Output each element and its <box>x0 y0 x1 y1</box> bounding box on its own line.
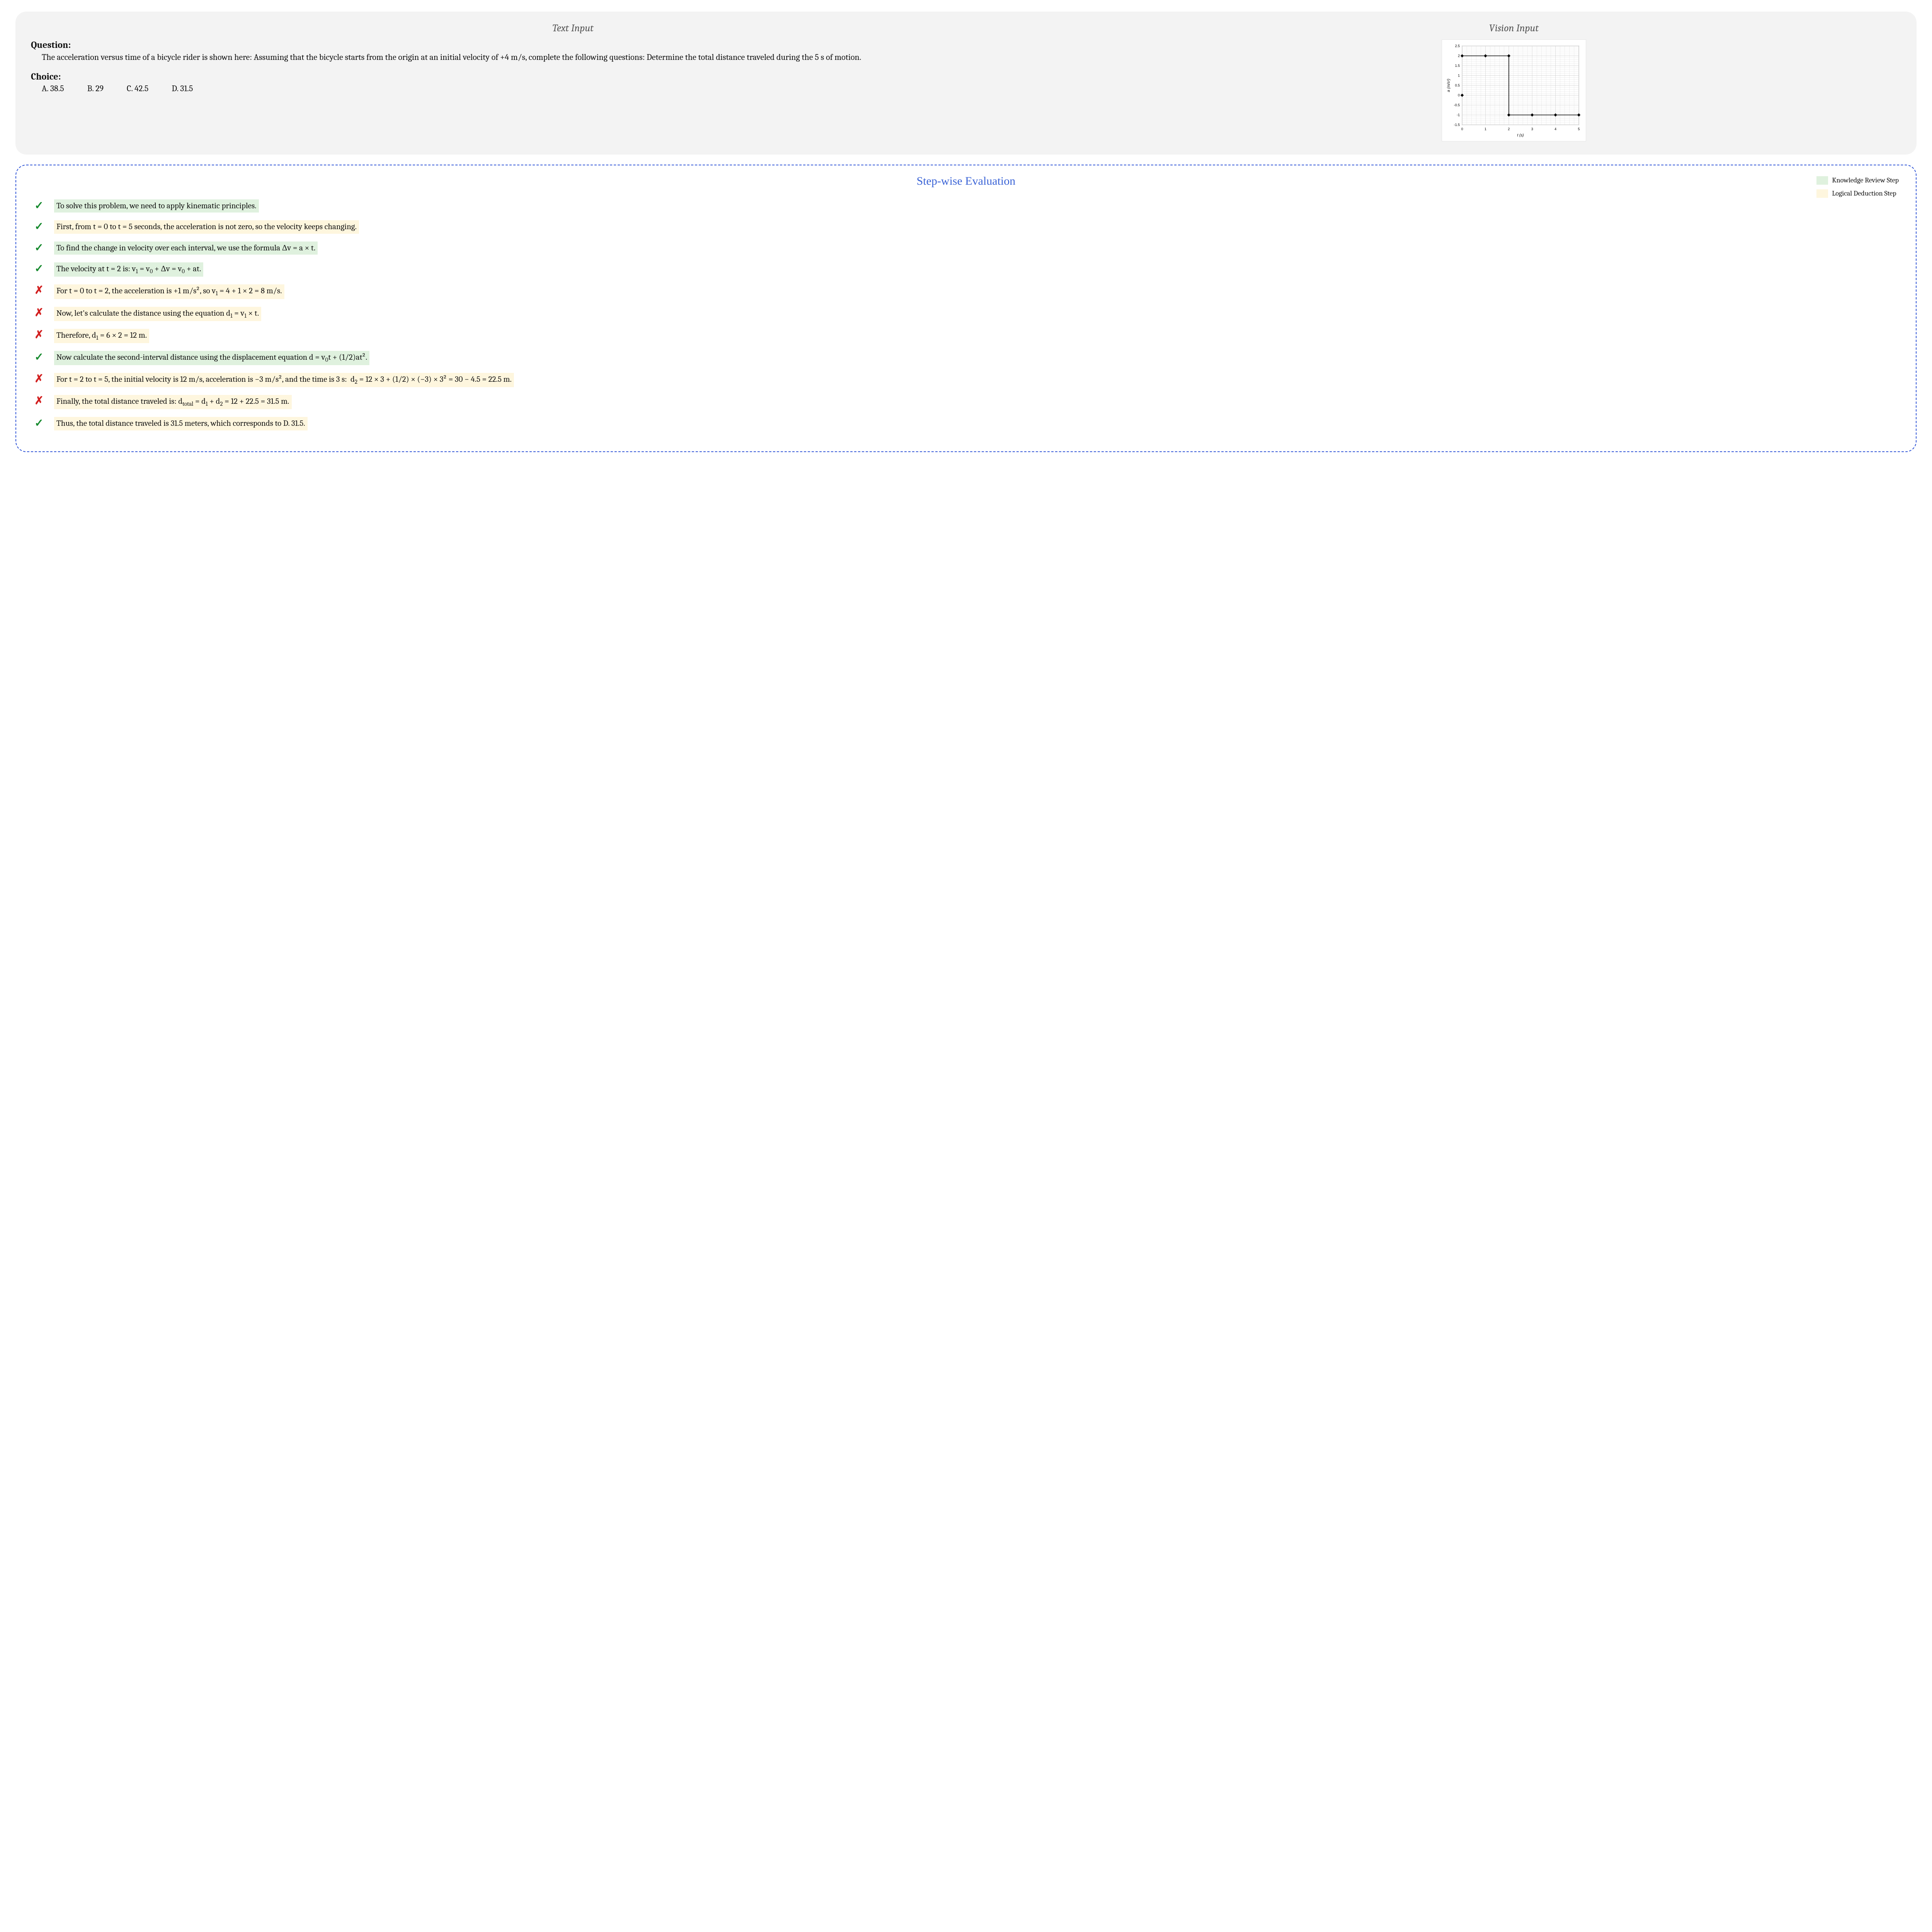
legend-logical-deduction: Logical Deduction Step <box>1816 187 1899 200</box>
svg-text:5: 5 <box>1578 127 1580 131</box>
choice-c: C. 42.5 <box>127 83 148 94</box>
text-input-header: Text Input <box>31 22 1115 34</box>
step-row: ✗ Now, let's calculate the distance using… <box>33 307 1899 321</box>
step-row: ✓ The velocity at t = 2 is: v1 = v0 + Δv … <box>33 262 1899 277</box>
svg-text:1.5: 1.5 <box>1455 64 1460 68</box>
check-icon: ✓ <box>33 220 45 232</box>
step-row: ✓ To find the change in velocity over eac… <box>33 242 1899 255</box>
svg-text:-0.5: -0.5 <box>1454 103 1460 107</box>
step-text: Now, let's calculate the distance using … <box>54 307 261 321</box>
step-text: To find the change in velocity over each… <box>54 242 318 255</box>
step-row: ✓ Now calculate the second-interval dista… <box>33 351 1899 365</box>
check-icon: ✓ <box>33 242 45 253</box>
svg-text:2.5: 2.5 <box>1455 44 1460 48</box>
step-row: ✗ Finally, the total distance traveled is… <box>33 395 1899 409</box>
choice-label: Choice: <box>31 71 1115 82</box>
vision-input-column: Vision Input 0 1 2 3 4 5 -1.5 -1 -0.5 0 0.5 1 1.5 2 2.… <box>1127 22 1901 141</box>
step-text: For t = 0 to t = 2, the acceleration is … <box>54 284 284 299</box>
cross-icon: ✗ <box>33 329 45 340</box>
steps-list: ✓ To solve this problem, we need to apply… <box>33 199 1899 430</box>
step-row: ✗ For t = 0 to t = 2, the acceleration is… <box>33 284 1899 299</box>
input-panel: Text Input Question: The acceleration ve… <box>15 12 1917 155</box>
step-row: ✗ For t = 2 to t = 5, the initial velocit… <box>33 373 1899 387</box>
step-row: ✓ First, from t = 0 to t = 5 seconds, the… <box>33 220 1899 233</box>
svg-text:t (s): t (s) <box>1517 133 1524 138</box>
svg-text:a (m/s²): a (m/s²) <box>1447 79 1451 92</box>
cross-icon: ✗ <box>33 373 45 384</box>
legend-swatch-knowledge <box>1816 176 1828 185</box>
check-icon: ✓ <box>33 262 45 274</box>
question-body: The acceleration versus time of a bicycl… <box>31 52 1115 63</box>
choice-row: A. 38.5 B. 29 C. 42.5 D. 31.5 <box>31 83 1115 94</box>
vision-input-header: Vision Input <box>1489 22 1539 34</box>
choice-d: D. 31.5 <box>172 83 193 94</box>
step-text: To solve this problem, we need to apply … <box>54 199 259 213</box>
accel-vs-time-chart: 0 1 2 3 4 5 -1.5 -1 -0.5 0 0.5 1 1.5 2 2.5 t (s) a (m/s²… <box>1442 39 1586 141</box>
svg-text:0: 0 <box>1461 127 1463 131</box>
svg-text:2: 2 <box>1458 54 1460 58</box>
choice-b: B. 29 <box>87 83 104 94</box>
legend-label-logical: Logical Deduction Step <box>1832 187 1896 200</box>
legend: Knowledge Review Step Logical Deduction … <box>1816 174 1899 200</box>
svg-text:0.5: 0.5 <box>1455 83 1460 87</box>
legend-swatch-logical <box>1816 189 1828 198</box>
text-input-column: Text Input Question: The acceleration ve… <box>31 22 1115 141</box>
stepwise-evaluation-panel: Step-wise Evaluation Knowledge Review St… <box>15 165 1917 452</box>
svg-text:0: 0 <box>1458 94 1460 97</box>
step-text: Finally, the total distance traveled is:… <box>54 395 292 409</box>
step-row: ✓ Thus, the total distance traveled is 31… <box>33 417 1899 430</box>
step-row: ✗ Therefore, d1 = 6 × 2 = 12 m. <box>33 329 1899 343</box>
step-row: ✓ To solve this problem, we need to apply… <box>33 199 1899 213</box>
step-text: For t = 2 to t = 5, the initial velocity… <box>54 373 514 387</box>
svg-text:1: 1 <box>1485 127 1486 131</box>
svg-text:-1.5: -1.5 <box>1454 123 1460 127</box>
svg-text:-1: -1 <box>1457 113 1460 117</box>
cross-icon: ✗ <box>33 307 45 318</box>
evaluation-title: Step-wise Evaluation <box>33 175 1899 188</box>
question-label: Question: <box>31 39 1115 50</box>
check-icon: ✓ <box>33 199 45 211</box>
legend-label-knowledge: Knowledge Review Step <box>1832 174 1899 187</box>
svg-text:2: 2 <box>1508 127 1510 131</box>
check-icon: ✓ <box>33 417 45 429</box>
step-text: First, from t = 0 to t = 5 seconds, the … <box>54 220 359 233</box>
cross-icon: ✗ <box>33 284 45 296</box>
svg-text:4: 4 <box>1554 127 1556 131</box>
legend-knowledge-review: Knowledge Review Step <box>1816 174 1899 187</box>
choice-a: A. 38.5 <box>42 83 64 94</box>
svg-text:3: 3 <box>1531 127 1533 131</box>
step-text: The velocity at t = 2 is: v1 = v0 + Δv =… <box>54 262 203 277</box>
step-text: Now calculate the second-interval distan… <box>54 351 369 365</box>
cross-icon: ✗ <box>33 395 45 406</box>
step-text: Therefore, d1 = 6 × 2 = 12 m. <box>54 329 149 343</box>
step-text: Thus, the total distance traveled is 31.… <box>54 417 308 430</box>
svg-text:1: 1 <box>1458 74 1460 78</box>
check-icon: ✓ <box>33 351 45 362</box>
